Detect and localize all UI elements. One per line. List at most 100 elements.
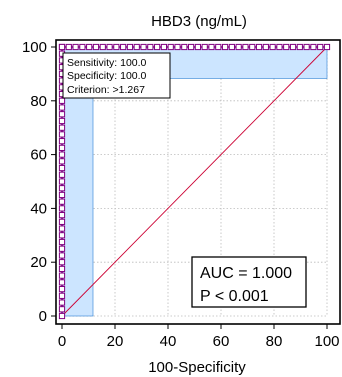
y-tick-label: 60 [30,147,47,164]
x-tick-label: 0 [58,333,66,350]
curve-marker [58,245,66,252]
curve-marker [201,43,208,51]
curve-marker [58,131,66,138]
chart-title: HBD3 (ng/mL) [151,13,247,30]
curve-marker [58,111,66,118]
curve-marker [58,185,66,192]
curve-marker [58,265,66,273]
y-tick-label: 40 [30,200,47,217]
curve-marker [58,312,66,320]
curve-marker [133,43,140,51]
curve-marker [269,43,276,51]
curve-marker [58,124,66,131]
diagonal-line [61,46,328,317]
curve-marker [228,43,235,51]
curve-marker [58,306,66,313]
criterion-sensitivity: Sensitivity: 100.0 [67,57,147,69]
curve-marker [58,259,66,266]
x-tick-label: 100 [314,333,339,350]
criterion-box: Sensitivity: 100.0 Specificity: 100.0 Cr… [62,52,171,99]
curve-marker [215,43,222,51]
curve-marker [276,43,283,51]
curve-marker [58,299,66,306]
curve-marker [58,191,66,199]
curve-marker [181,43,188,51]
curve-marker [174,43,181,51]
curve-marker [235,43,242,51]
curve-marker [283,43,290,51]
curve-marker [58,171,66,178]
curve-marker [58,279,66,286]
curve-marker [255,43,263,51]
curve-marker [86,43,93,51]
y-tick-label: 20 [30,254,47,271]
curve-marker [58,238,66,246]
curve-marker [194,43,201,51]
y-tick-label: 80 [30,93,47,110]
roc-curve [58,43,331,320]
curve-marker [167,43,174,51]
reference-diagonal [61,46,328,317]
curve-marker [58,104,66,111]
curve-marker [65,43,72,51]
x-tick-label: 40 [160,333,177,350]
x-axis-label: 100-Specificity [148,359,246,376]
y-tick-label: 100 [22,39,47,56]
curve-marker [289,43,297,51]
curve-marker [310,43,317,51]
curve-marker [58,151,66,158]
curve-marker [58,286,66,293]
criterion-threshold: Criterion: >1.267 [67,84,145,96]
curve-marker [58,232,66,239]
curve-marker [249,43,256,51]
curve-marker [99,43,106,51]
curve-marker [58,117,66,125]
curve-marker [58,252,66,259]
curve-marker [113,43,120,51]
curve-marker [58,205,66,212]
curve-marker [188,43,195,51]
curve-marker [221,43,229,51]
curve-marker [79,43,86,51]
curve-marker [58,272,66,279]
stats-box: AUC = 1.000 P < 0.001 [191,256,307,308]
x-tick-label: 80 [266,333,283,350]
y-tick-label: 0 [39,308,47,325]
curve-marker [208,43,215,51]
curve-marker [72,43,79,51]
curve-marker [58,178,66,185]
curve-marker [58,292,66,299]
curve-marker [58,218,66,225]
curve-marker [323,43,331,51]
curve-marker [106,43,113,51]
auc-value: AUC = 1.000 [200,265,292,282]
x-axis-ticks: 0 20 40 60 80 100 [58,324,340,350]
curve-marker [296,43,303,51]
plot-frame [55,39,341,325]
curve-marker [58,138,66,145]
curve-marker [120,43,127,51]
curve-marker [58,225,66,232]
curve-marker [58,43,66,51]
curve-marker [140,43,147,51]
curve-marker [262,43,269,51]
curve-marker [58,144,66,151]
p-value: P < 0.001 [200,288,269,305]
y-axis-ticks: 0 20 40 60 80 100 [22,39,56,325]
curve-marker [126,43,134,51]
criterion-specificity: Specificity: 100.0 [67,70,147,82]
curve-marker [160,43,168,51]
curve-marker [58,212,66,219]
curve-marker [58,158,66,165]
curve-marker [154,43,161,51]
curve-marker [242,43,249,51]
x-tick-label: 20 [107,333,124,350]
curve-marker [303,43,310,51]
curve-marker [58,198,66,205]
curve-marker [58,164,66,172]
curve-marker [147,43,154,51]
x-tick-label: 60 [213,333,230,350]
curve-marker [317,43,324,51]
curve-marker [58,97,66,104]
